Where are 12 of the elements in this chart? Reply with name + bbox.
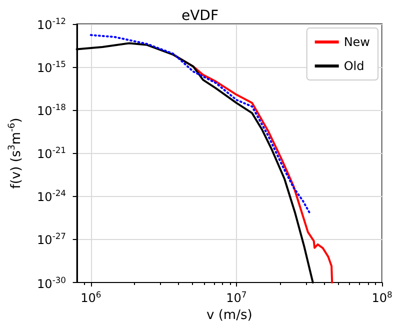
y-tick-label: 10$^{-30}$	[37, 274, 66, 290]
y-tick-label: 10$^{-21}$	[37, 145, 66, 162]
y-axis-title: f(v) (s3m-6)	[8, 118, 24, 189]
y-tick-label: 10$^{-27}$	[37, 231, 66, 248]
legend-label: Old	[344, 59, 364, 73]
chart-title: eVDF	[181, 8, 219, 24]
y-tick-label: 10$^{-12}$	[37, 16, 66, 32]
x-axis-title: v (m/s)	[206, 308, 252, 323]
y-tick-label: 10$^{-18}$	[37, 102, 66, 118]
legend-label: New	[344, 35, 370, 49]
y-tick-label: 10$^{-15}$	[37, 59, 66, 76]
y-tick-label: 10$^{-24}$	[37, 188, 66, 204]
